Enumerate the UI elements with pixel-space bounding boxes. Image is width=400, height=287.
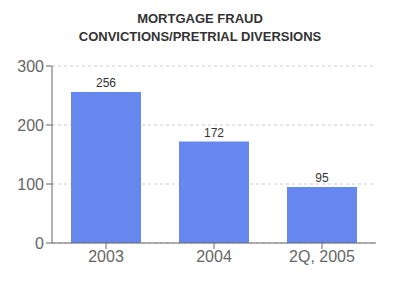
svg-text:100: 100 — [17, 176, 44, 193]
html-text:CONVICTIONS/PRETRIAL DIVERSION: CONVICTIONS/PRETRIAL DIVERSIONS — [78, 29, 322, 44]
svg-text:2004: 2004 — [196, 248, 232, 265]
svg-text:300: 300 — [17, 58, 44, 75]
svg-text:95: 95 — [315, 171, 329, 185]
svg-text:2Q, 2005: 2Q, 2005 — [289, 248, 355, 265]
svg-text:172: 172 — [204, 126, 224, 140]
svg-text:0: 0 — [35, 235, 44, 252]
svg-text:256: 256 — [96, 76, 116, 90]
html-text:MORTGAGE FRAUD: MORTGAGE FRAUD — [137, 11, 263, 26]
svg-text:2003: 2003 — [88, 248, 124, 265]
svg-text:200: 200 — [17, 117, 44, 134]
